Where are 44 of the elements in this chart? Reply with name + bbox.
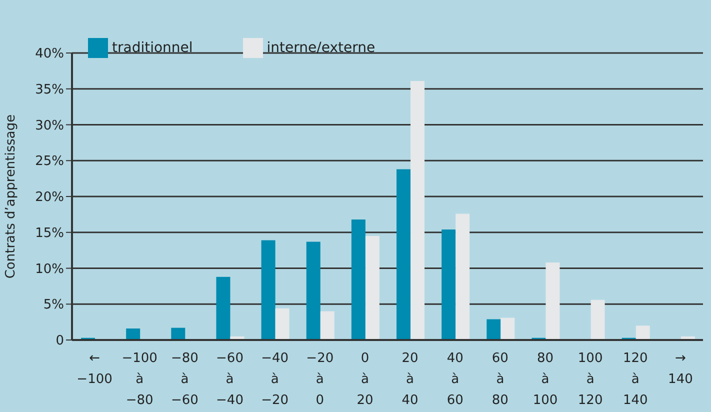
- bar: [261, 240, 276, 340]
- x-tick-label: −20 à 0: [306, 351, 334, 408]
- bar: [442, 230, 456, 340]
- y-tick-label: 20%: [35, 190, 64, 206]
- x-tick-label: → 140: [668, 351, 693, 387]
- bar: [365, 236, 380, 340]
- x-tick-label: ← −100: [76, 351, 112, 387]
- x-tick-label: −40 à −20: [261, 351, 289, 408]
- bar: [171, 328, 186, 340]
- y-axis-title: Contrats d’apprentissage: [4, 114, 19, 279]
- bar: [486, 319, 501, 340]
- x-tick-label: 40 à 60: [446, 351, 464, 408]
- y-tick-label: 30%: [35, 118, 64, 134]
- y-tick-label: 40%: [35, 46, 64, 62]
- bar: [306, 242, 320, 340]
- bar: [410, 80, 425, 340]
- x-tick-label: 20 à 40: [402, 351, 418, 408]
- y-tick-label: 35%: [35, 82, 64, 98]
- x-tick-label: −100 à −80: [122, 351, 158, 408]
- x-tick-label: 60 à 80: [492, 351, 508, 408]
- x-tick-label: −60 à −40: [216, 351, 244, 408]
- x-tick-label: 80 à 100: [532, 351, 558, 408]
- x-tick-label: −80 à −60: [170, 351, 198, 408]
- y-tick-label: 25%: [35, 154, 64, 170]
- legend-label: interne/externe: [266, 40, 376, 56]
- y-tick-label: 5%: [43, 298, 64, 313]
- x-tick-label: 120 à 140: [622, 351, 648, 408]
- bar: [216, 276, 230, 340]
- bar: [546, 262, 560, 340]
- bar: [320, 311, 334, 340]
- bar: [126, 328, 140, 340]
- bar: [636, 326, 650, 340]
- legend-label: traditionnel: [112, 40, 193, 56]
- y-tick-label: 0: [56, 334, 64, 349]
- y-tick-label: 10%: [35, 262, 64, 277]
- bar: [351, 219, 366, 340]
- x-tick-label: 100 à 120: [578, 351, 603, 408]
- bar: [500, 318, 515, 340]
- bar: [590, 300, 605, 340]
- y-tick-label: 15%: [35, 226, 64, 241]
- bar: [275, 308, 290, 340]
- bar: [456, 214, 470, 340]
- bar: [396, 169, 411, 340]
- x-tick-label: 0 à 20: [356, 351, 374, 408]
